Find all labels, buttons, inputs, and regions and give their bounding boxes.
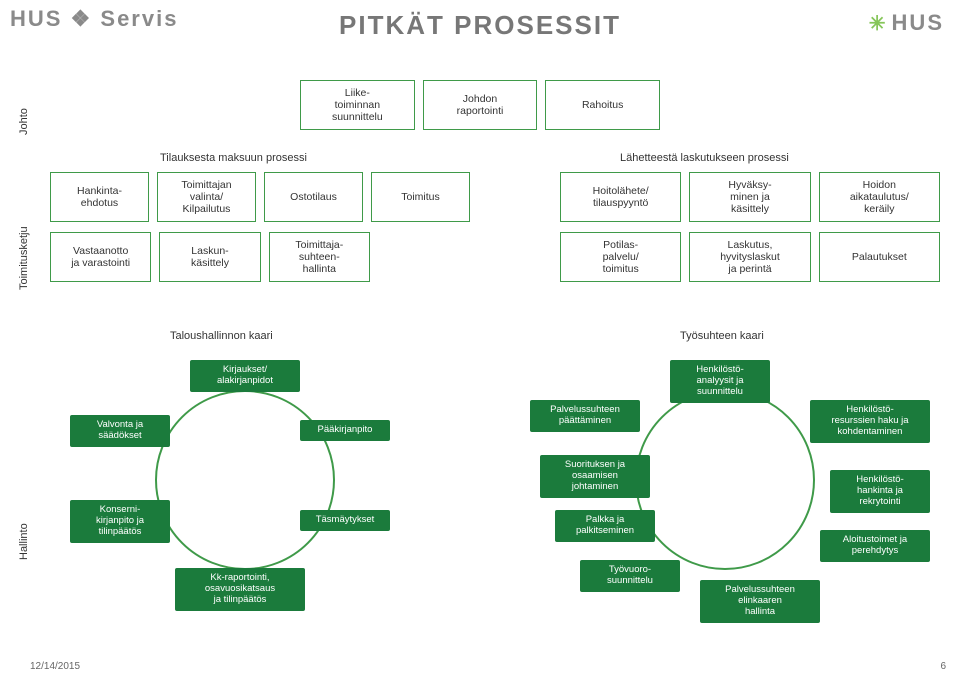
right-cycle-circle — [635, 390, 815, 570]
box-palautukset: Palautukset — [819, 232, 940, 282]
node-aloitustoimet: Aloitustoimet japerehdytys — [820, 530, 930, 562]
footer-date: 12/14/2015 — [30, 661, 80, 672]
box-liiketoiminnan: Liike-toiminnansuunnittelu — [300, 80, 415, 130]
box-hoidon-aikataulutus: Hoidonaikataulutus/keräily — [819, 172, 940, 222]
node-palkka: Palkka japalkitseminen — [555, 510, 655, 542]
box-potilaspalvelu: Potilas-palvelu/toimitus — [560, 232, 681, 282]
box-hoitolahete: Hoitolähete/tilauspyyntö — [560, 172, 681, 222]
logo-hus-text: HUS — [892, 10, 944, 35]
box-vastaanotto: Vastaanottoja varastointi — [50, 232, 151, 282]
box-hankintaehdotus: Hankinta-ehdotus — [50, 172, 149, 222]
node-henkilosto-analyysit: Henkilöstö-analyysit jasuunnittelu — [670, 360, 770, 403]
box-rahoitus: Rahoitus — [545, 80, 660, 130]
node-kirjaukset: Kirjaukset/alakirjanpidot — [190, 360, 300, 392]
vlabel-johto: Johto — [18, 108, 30, 135]
box-toimittajasuhteen: Toimittaja-suhteen-hallinta — [269, 232, 370, 282]
box-toimittajan-valinta: Toimittajanvalinta/Kilpailutus — [157, 172, 256, 222]
spark-icon: ✳ — [869, 13, 888, 35]
node-kk-raportointi: Kk-raportointi,osavuosikatsausja tilinpä… — [175, 568, 305, 611]
box-toimitus: Toimitus — [371, 172, 470, 222]
node-valvonta: Valvonta jasäädökset — [70, 415, 170, 447]
node-palvelussuhteen-paattaminen: Palvelussuhteenpäättäminen — [530, 400, 640, 432]
node-tyovuoro: Työvuoro-suunnittelu — [580, 560, 680, 592]
label-lahetteesta: Lähetteestä laskutukseen prosessi — [620, 152, 789, 164]
row2-right: Hoitolähete/tilauspyyntö Hyväksy-minen j… — [560, 172, 940, 222]
row2-left: Hankinta-ehdotus Toimittajanvalinta/Kilp… — [50, 172, 470, 222]
node-henkilosto-resurssien: Henkilöstö-resurssien haku jakohdentamin… — [810, 400, 930, 443]
row3-left: Vastaanottoja varastointi Laskun-käsitte… — [50, 232, 370, 282]
vlabel-toimitusketju: Toimitusketju — [18, 226, 30, 290]
node-paakirjanpito: Pääkirjanpito — [300, 420, 390, 441]
label-tilauksesta: Tilauksesta maksuun prosessi — [160, 152, 307, 164]
arch-title-left: Taloushallinnon kaari — [170, 330, 273, 342]
arch-title-right: Työsuhteen kaari — [680, 330, 764, 342]
logo-hus: ✳HUS — [869, 10, 944, 36]
node-suorituksen: Suorituksen jaosaamisenjohtaminen — [540, 455, 650, 498]
row3-right: Potilas-palvelu/toimitus Laskutus,hyvity… — [560, 232, 940, 282]
box-laskutus: Laskutus,hyvityslaskutja perintä — [689, 232, 810, 282]
vlabel-hallinto: Hallinto — [18, 523, 30, 560]
box-laskunkasittely: Laskun-käsittely — [159, 232, 260, 282]
node-tasmaytykset: Täsmäytykset — [300, 510, 390, 531]
box-hyvaksyminen: Hyväksy-minen jakäsittely — [689, 172, 810, 222]
left-cycle-circle — [155, 390, 335, 570]
row-johto: Liike-toiminnansuunnittelu Johdonraporto… — [300, 80, 660, 130]
node-konserni: Konserni-kirjanpito jatilinpäätös — [70, 500, 170, 543]
box-ostotilaus: Ostotilaus — [264, 172, 363, 222]
footer-page: 6 — [940, 661, 946, 672]
logo-hus-servis: HUS ❖ Servis — [10, 6, 178, 32]
header: HUS ❖ Servis PITKÄT PROSESSIT ✳HUS — [0, 0, 960, 60]
box-johdon-raportointi: Johdonraportointi — [423, 80, 538, 130]
node-palvelussuhteen-elinkaaren: Palvelussuhteenelinkaarenhallinta — [700, 580, 820, 623]
node-henkilosto-hankinta: Henkilöstö-hankinta jarekrytointi — [830, 470, 930, 513]
